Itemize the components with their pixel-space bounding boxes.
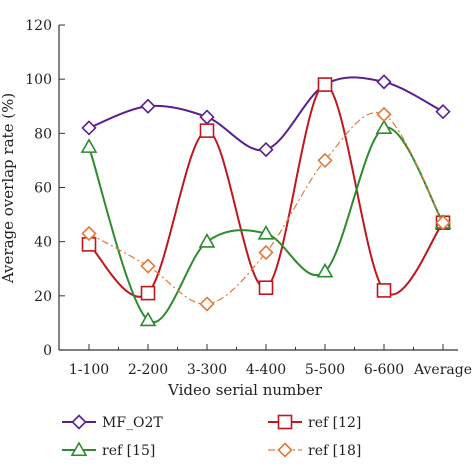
data-point (81, 225, 97, 242)
y-tick-label: 40 (34, 235, 52, 251)
x-tick-label: 3-300 (187, 362, 227, 378)
data-point (258, 280, 274, 296)
data-point (198, 233, 216, 248)
series-line (88, 111, 444, 305)
series-layer (80, 74, 452, 327)
series-3 (81, 106, 451, 312)
data-point (435, 215, 451, 231)
y-tick-label: 20 (34, 289, 52, 305)
legend-item: ref [12] (268, 414, 361, 431)
legend-marker (277, 414, 293, 430)
plot-area: 0 20 40 60 80 100 120 1-100 2-200 3-300 4-400 5-500… (25, 18, 472, 378)
data-point (139, 311, 157, 327)
legend-marker (277, 442, 293, 458)
legend-marker (71, 414, 87, 430)
data-point (376, 283, 392, 298)
data-point (140, 98, 156, 114)
data-point (81, 120, 97, 136)
x-tick-label: 2-200 (128, 362, 168, 378)
data-point (435, 104, 451, 120)
x-tick-label: 5-500 (305, 362, 345, 378)
data-point (376, 106, 392, 123)
legend-item: ref [18] (268, 442, 361, 459)
y-tick-label: 0 (43, 343, 52, 359)
x-tick-label: Average (413, 362, 472, 378)
legend-label: MF_O2T (102, 415, 163, 431)
data-point (140, 285, 156, 301)
data-point (317, 152, 333, 169)
legend-label: ref [12] (308, 415, 361, 431)
data-point (140, 258, 156, 274)
data-point (257, 224, 275, 240)
legend-item: ref [15] (62, 441, 155, 459)
y-tick-label: 100 (25, 72, 52, 88)
data-point (199, 123, 215, 138)
y-tick-label: 80 (34, 126, 52, 142)
series-0 (81, 74, 451, 158)
data-point (258, 141, 274, 158)
data-point (316, 262, 334, 278)
data-point (258, 244, 274, 261)
data-point (199, 296, 215, 312)
data-point (80, 138, 98, 153)
legend: MF_O2T ref [12] ref [15] ref [18] (62, 414, 361, 459)
x-tick-label: 1-100 (69, 362, 109, 378)
y-tick-label: 120 (25, 18, 52, 34)
x-tick-label: 4-400 (246, 362, 286, 378)
x-tick-label: 6-600 (364, 362, 404, 378)
legend-marker (70, 441, 88, 457)
y-axis-title: Average overlap rate (%) (0, 93, 17, 284)
series-1 (81, 77, 451, 301)
legend-label: ref [15] (102, 443, 155, 459)
x-axis-title: Video serial number (167, 381, 323, 399)
data-point (199, 109, 215, 125)
data-point (317, 77, 333, 92)
y-tick-label: 60 (34, 181, 52, 197)
data-point (375, 119, 393, 134)
data-point (376, 74, 392, 90)
legend-item: MF_O2T (62, 414, 163, 431)
legend-label: ref [18] (308, 443, 361, 459)
